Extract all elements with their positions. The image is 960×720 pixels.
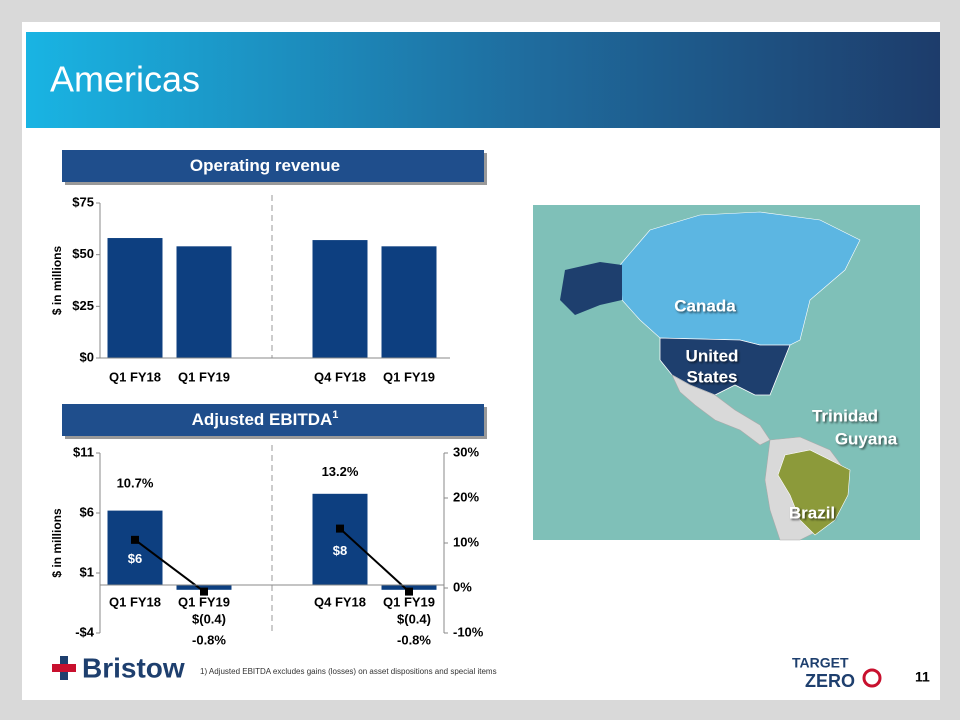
- data-label: 10.7%: [117, 475, 154, 490]
- line-marker: [405, 587, 413, 596]
- section-title: Adjusted EBITDA1: [192, 409, 339, 430]
- logo-text: TARGET: [792, 655, 849, 671]
- section-header: [62, 150, 484, 182]
- y-tick-label: $11: [73, 444, 94, 459]
- bar: [176, 246, 232, 358]
- y2-tick-label: 10%: [453, 534, 479, 549]
- x-tick-label: Q1 FY19: [383, 594, 435, 609]
- data-label: $(0.4): [192, 611, 226, 626]
- logo-text: ZERO: [805, 671, 855, 691]
- section-title: Operating revenue: [190, 156, 340, 175]
- section-title-text: Operating revenue: [190, 156, 340, 175]
- bar: [107, 238, 163, 358]
- y-tick-label: $0: [80, 349, 94, 364]
- line-marker: [131, 535, 139, 544]
- target-zero-logo: TARGET ZERO: [792, 655, 882, 691]
- y2-tick-label: -10%: [453, 624, 484, 639]
- data-label: -0.8%: [397, 632, 431, 647]
- bar: [312, 240, 368, 358]
- canada: [619, 211, 861, 351]
- data-label: $8: [333, 543, 347, 558]
- bar: [312, 493, 368, 585]
- bar: [107, 510, 163, 585]
- y-tick-label: -$4: [75, 624, 95, 639]
- line: [134, 539, 205, 593]
- x-tick-label: Q1 FY18: [109, 594, 161, 609]
- page-number: 11: [915, 669, 930, 685]
- map: Canada United States Trinidad Guyana Bra…: [533, 205, 920, 541]
- logo-text: Bristow: [82, 652, 185, 683]
- slide-title: Americas: [50, 59, 200, 100]
- y-axis-label: $ in millions: [50, 508, 64, 578]
- y2-tick-label: 30%: [453, 444, 479, 459]
- bar: [381, 246, 437, 358]
- map-label: United: [686, 346, 739, 365]
- map-label: States: [686, 367, 737, 386]
- y-tick-label: $6: [80, 504, 94, 519]
- map-label: Guyana: [835, 429, 898, 448]
- y-axis-label: $ in millions: [50, 246, 64, 316]
- map-label: Canada: [674, 296, 736, 315]
- section-title-text: Adjusted EBITDA: [192, 410, 333, 429]
- banner: [26, 32, 940, 128]
- line-marker: [200, 587, 208, 596]
- map-label: Brazil: [789, 503, 835, 522]
- x-tick-label: Q1 FY18: [109, 369, 161, 384]
- line-marker: [336, 524, 344, 533]
- brazil: [777, 449, 851, 536]
- data-label: -0.8%: [192, 632, 226, 647]
- alaska: [560, 262, 622, 315]
- central-america: [671, 374, 771, 446]
- y2-tick-label: 0%: [453, 579, 472, 594]
- line: [339, 527, 410, 593]
- y-tick-label: $50: [72, 246, 94, 261]
- bar: [176, 585, 232, 590]
- logo-mark: [52, 664, 76, 672]
- data-label: 13.2%: [322, 464, 359, 479]
- x-tick-label: Q1 FY19: [383, 369, 435, 384]
- x-tick-label: Q1 FY19: [178, 594, 230, 609]
- logo-target: [862, 668, 882, 688]
- y-tick-label: $75: [72, 194, 94, 209]
- bar: [381, 585, 437, 590]
- section-header: [62, 404, 484, 436]
- y-tick-label: $1: [80, 564, 94, 579]
- footnote: 1) Adjusted EBITDA excludes gains (losse…: [200, 667, 497, 676]
- data-label: $6: [128, 551, 142, 566]
- footnote-mark: 1: [332, 409, 338, 421]
- data-label: $(0.4): [397, 611, 431, 626]
- bristow-logo: Bristow: [52, 652, 185, 683]
- map-label: Trinidad: [812, 406, 878, 425]
- y-tick-label: $25: [72, 298, 94, 313]
- x-tick-label: Q4 FY18: [314, 369, 366, 384]
- x-tick-label: Q4 FY18: [314, 594, 366, 609]
- x-tick-label: Q1 FY19: [178, 369, 230, 384]
- y2-tick-label: 20%: [453, 489, 479, 504]
